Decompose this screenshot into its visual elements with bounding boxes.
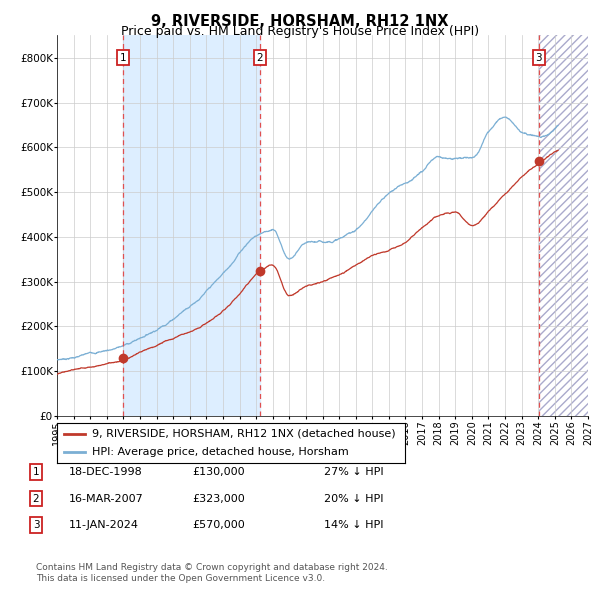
Bar [539,35,588,416]
Text: £323,000: £323,000 [192,494,245,503]
Text: 9, RIVERSIDE, HORSHAM, RH12 1NX (detached house): 9, RIVERSIDE, HORSHAM, RH12 1NX (detache… [92,429,395,439]
Text: 18-DEC-1998: 18-DEC-1998 [69,467,143,477]
Text: 11-JAN-2024: 11-JAN-2024 [69,520,139,530]
Text: 1: 1 [32,467,40,477]
Text: 20% ↓ HPI: 20% ↓ HPI [324,494,383,503]
Text: 3: 3 [535,53,542,63]
Text: Contains HM Land Registry data © Crown copyright and database right 2024.: Contains HM Land Registry data © Crown c… [36,563,388,572]
Text: 16-MAR-2007: 16-MAR-2007 [69,494,144,503]
Text: 2: 2 [256,53,263,63]
Text: £130,000: £130,000 [192,467,245,477]
Text: £570,000: £570,000 [192,520,245,530]
Text: HPI: Average price, detached house, Horsham: HPI: Average price, detached house, Hors… [92,447,349,457]
Text: 14% ↓ HPI: 14% ↓ HPI [324,520,383,530]
Text: 27% ↓ HPI: 27% ↓ HPI [324,467,383,477]
Text: 3: 3 [32,520,40,530]
Text: 2: 2 [32,494,40,503]
Text: Price paid vs. HM Land Registry's House Price Index (HPI): Price paid vs. HM Land Registry's House … [121,25,479,38]
Text: This data is licensed under the Open Government Licence v3.0.: This data is licensed under the Open Gov… [36,574,325,583]
Bar [539,35,588,416]
Bar [123,35,260,416]
Text: 1: 1 [119,53,126,63]
Text: 9, RIVERSIDE, HORSHAM, RH12 1NX: 9, RIVERSIDE, HORSHAM, RH12 1NX [151,14,449,29]
